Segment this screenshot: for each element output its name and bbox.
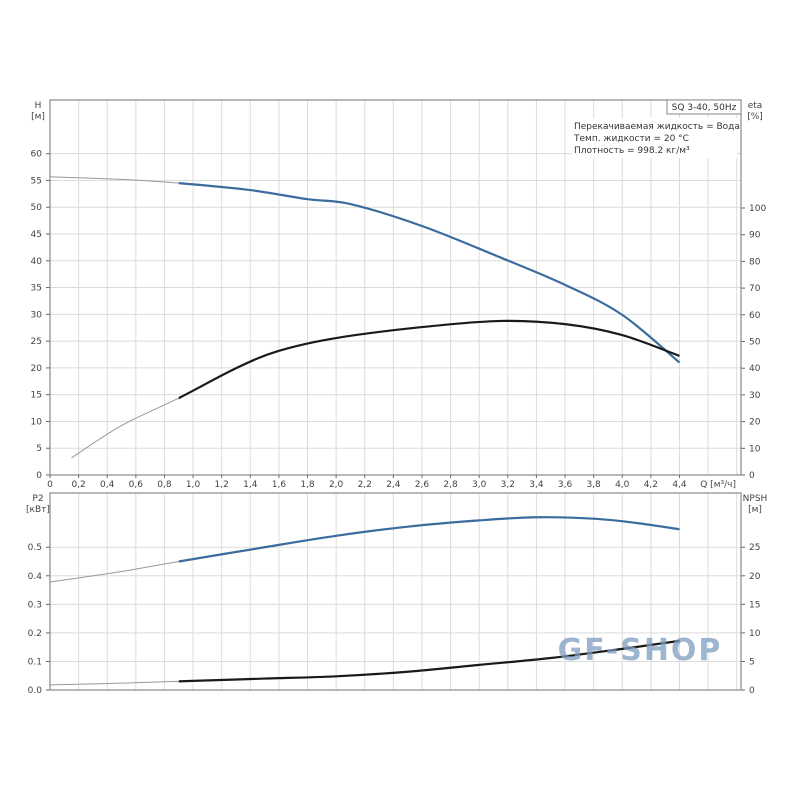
x-tick-label: 1,0 [186,480,201,490]
y-tick-label-left: 60 [31,150,43,160]
y-tick-label-right: 10 [749,629,761,639]
x-tick-label: 3,2 [501,480,515,490]
x-tick-label: 2,6 [415,480,430,490]
y-tick-label-left: 5 [36,444,42,454]
y-tick-label-left: 30 [31,310,43,320]
y-tick-label-right: 0 [749,686,755,696]
y-tick-label-left: 50 [31,203,43,213]
title-box-text: SQ 3-40, 50Hz [672,103,737,113]
x-tick-label: 3,0 [472,480,487,490]
x-tick-label: 1,6 [272,480,287,490]
panel-2: 0.0 0.1 0.2 0.3 0.4 0.5 0 5 10 15 20 25 P2[кВт] NPSH[… [26,492,768,696]
y-axis-label-left: [кВт] [26,505,50,515]
y-tick-label-right: 25 [749,543,760,553]
y-tick-label-right: 70 [749,284,761,294]
series-p2-line [178,516,680,563]
y-tick-label-left: 0.2 [28,629,42,639]
y-tick-label-right: 80 [749,257,761,267]
y-tick-label-left: 40 [31,257,43,267]
x-tick-label: 2,0 [329,480,344,490]
x-tick-label: 0,2 [71,480,85,490]
series-h-thin [49,176,179,184]
y-axis-label-left: [м] [31,112,45,122]
watermark-logo: GF-SHOP [558,633,723,668]
y-tick-label-left: 0.0 [28,686,43,696]
info-line: Плотность = 998.2 кг/м³ [574,146,690,156]
y-tick-label-right: 30 [749,391,761,401]
x-tick-label: 2,8 [443,480,458,490]
y-tick-label-right: 20 [749,572,761,582]
y-axis-label-left: P2 [32,494,43,504]
y-tick-label-right: 50 [749,338,761,348]
x-tick-label: 1,4 [243,480,258,490]
x-tick-label: 3,8 [586,480,601,490]
y-tick-label-left: 10 [31,417,43,427]
y-axis-label-right: NPSH [743,494,768,504]
x-tick-label: 0,4 [100,480,115,490]
panel-1: 0 5 10 15 20 25 30 35 40 45 50 55 60 0 10 20 30 40 50 60 70 8… [31,99,766,490]
y-tick-label-left: 25 [31,337,42,347]
x-tick-label: 3,6 [558,480,573,490]
x-tick-label: 1,8 [300,480,315,490]
y-tick-label-left: 35 [31,284,42,294]
y-axis-label-right: [м] [748,505,762,515]
x-tick-label: 4,2 [644,480,658,490]
y-axis-label-left: H [35,101,42,111]
y-tick-label-right: 40 [749,364,761,374]
x-tick-label: 1,2 [215,480,229,490]
y-tick-label-left: 15 [31,391,42,401]
x-tick-label: 4,4 [672,480,687,490]
series-eta-line [178,319,680,400]
x-tick-label: 0,8 [157,480,172,490]
y-axis-label-right: eta [748,101,763,111]
x-tick-label: 0,6 [129,480,144,490]
plot-frame [49,492,742,691]
y-tick-label-left: 20 [31,364,43,374]
x-tick-label: 3,4 [529,480,544,490]
series-h-line [178,182,681,364]
y-tick-label-left: 0.3 [28,600,42,610]
y-tick-label-right: 5 [749,657,755,667]
y-tick-label-right: 100 [749,204,766,214]
y-tick-label-right: 90 [749,231,761,241]
title-box [666,99,742,115]
x-tick-label: 0 [47,480,53,490]
series-npsh-line [178,639,680,683]
y-tick-label-left: 0.4 [28,572,43,582]
x-tick-label: 4,0 [615,480,630,490]
y-tick-label-right: 60 [749,311,761,321]
series-npsh-thin [49,680,179,686]
x-tick-label: 2,4 [386,480,401,490]
y-tick-label-right: 15 [749,600,760,610]
info-line: Темп. жидкости = 20 °C [573,134,689,144]
y-tick-label-left: 0.1 [28,657,42,667]
info-line: Перекачиваемая жидкость = Вода [574,122,740,132]
x-tick-label: 2,2 [358,480,372,490]
series-p2-thin [49,561,179,583]
y-tick-label-right: 0 [749,471,755,481]
info-background [572,118,737,158]
y-tick-label-right: 10 [749,444,761,454]
y-tick-label-left: 0.5 [28,543,42,553]
plot-frame [49,99,742,476]
y-tick-label-left: 0 [36,471,42,481]
y-tick-label-right: 20 [749,418,761,428]
y-axis-label-right: [%] [747,112,763,122]
x-axis-label: Q [м³/ч] [700,480,736,490]
y-tick-label-left: 45 [31,230,42,240]
y-tick-label-left: 55 [31,176,42,186]
series-eta-thin [71,397,179,459]
